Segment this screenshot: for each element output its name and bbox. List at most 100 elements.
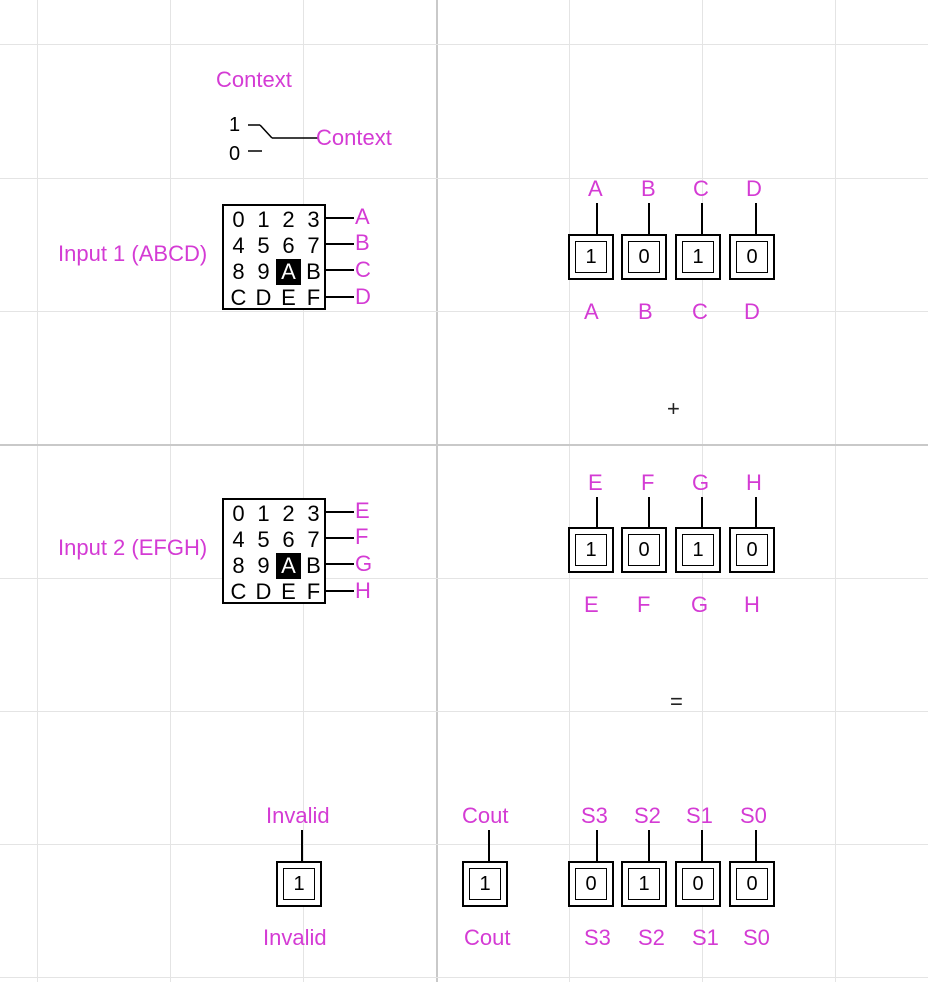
keypad-key[interactable]: 0 <box>232 207 245 232</box>
keypad-key[interactable]: 5 <box>257 233 270 258</box>
keypad-key[interactable]: 1 <box>257 207 270 232</box>
bit-display-a: 1 <box>568 234 614 280</box>
probe-label-top: E <box>588 470 603 495</box>
keypad-1-out-b: B <box>355 230 370 255</box>
bit-value: 0 <box>736 241 768 273</box>
keypad-key[interactable]: D <box>255 285 272 310</box>
bit-display-s3: 0 <box>568 861 614 907</box>
keypad-key[interactable]: C <box>230 579 247 604</box>
bit-display-d: 0 <box>729 234 775 280</box>
cout-label-bottom: Cout <box>464 925 511 950</box>
keypad-key[interactable]: A <box>276 553 301 579</box>
context-output-label: Context <box>316 125 392 150</box>
keypad-key[interactable]: 2 <box>282 207 295 232</box>
keypad-key[interactable]: 3 <box>307 501 320 526</box>
keypad-key[interactable]: 7 <box>307 233 320 258</box>
bit-display-s0: 0 <box>729 861 775 907</box>
probe-label-bottom: S2 <box>638 925 665 950</box>
probe-label-top: S2 <box>634 803 661 828</box>
bit-value: 1 <box>628 868 660 900</box>
bit-value: 0 <box>736 534 768 566</box>
probe-label-top: H <box>746 470 762 495</box>
bit-value: 0 <box>575 868 607 900</box>
probe-label-bottom: A <box>584 299 599 324</box>
probe-label-bottom: C <box>692 299 708 324</box>
probe-label-bottom: H <box>744 592 760 617</box>
cout-label-top: Cout <box>462 803 509 828</box>
keypad-2-out-h: H <box>355 578 371 603</box>
keypad-key[interactable]: 4 <box>232 233 245 258</box>
context-title: Context <box>216 67 292 92</box>
keypad-2-out-f: F <box>355 524 369 549</box>
probe-label-top: D <box>746 176 762 201</box>
keypad-key[interactable]: 7 <box>307 527 320 552</box>
bit-value: 1 <box>469 868 501 900</box>
cout-bit-display: 1 <box>462 861 508 907</box>
keypad-key[interactable]: E <box>281 285 296 310</box>
probe-label-top: B <box>641 176 656 201</box>
keypad-key[interactable]: 9 <box>257 553 270 578</box>
input-1-label: Input 1 (ABCD) <box>58 241 208 266</box>
keypad-key[interactable]: 6 <box>282 233 295 258</box>
keypad-key[interactable]: F <box>306 579 321 604</box>
invalid-label-top: Invalid <box>266 803 330 828</box>
bit-display-c: 1 <box>675 234 721 280</box>
bit-value: 0 <box>628 241 660 273</box>
keypad-key[interactable]: A <box>276 259 301 285</box>
keypad-key[interactable]: B <box>306 259 321 284</box>
bit-display-s2: 1 <box>621 861 667 907</box>
probe-label-top: A <box>588 176 603 201</box>
probe-label-bottom: B <box>638 299 653 324</box>
probe-label-bottom: D <box>744 299 760 324</box>
bit-value: 1 <box>283 868 315 900</box>
keypad-key[interactable]: 1 <box>257 501 270 526</box>
keypad-key[interactable]: 9 <box>257 259 270 284</box>
bit-value: 1 <box>682 534 714 566</box>
keypad-key[interactable]: E <box>281 579 296 604</box>
probe-label-bottom: G <box>691 592 709 617</box>
input-2-label: Input 2 (EFGH) <box>58 535 208 560</box>
keypad-key[interactable]: 8 <box>232 259 245 284</box>
bit-value: 0 <box>736 868 768 900</box>
bit-display-s1: 0 <box>675 861 721 907</box>
keypad-2-out-e: E <box>355 498 370 523</box>
probe-label-top: F <box>641 470 655 495</box>
bit-value: 1 <box>575 534 607 566</box>
keypad-key[interactable]: 3 <box>307 207 320 232</box>
keypad-key[interactable]: F <box>306 285 321 310</box>
context-option-0[interactable]: 0 <box>229 143 241 165</box>
probe-label-top: S1 <box>686 803 713 828</box>
keypad-1-out-c: C <box>355 257 371 282</box>
bit-display-g: 1 <box>675 527 721 573</box>
bit-display-h: 0 <box>729 527 775 573</box>
keypad-2-out-g: G <box>355 551 373 576</box>
keypad-key[interactable]: D <box>255 579 272 604</box>
probe-label-bottom: S3 <box>584 925 611 950</box>
probe-label-top: S3 <box>581 803 608 828</box>
keypad-key[interactable]: 4 <box>232 527 245 552</box>
keypad-key[interactable]: 8 <box>232 553 245 578</box>
bit-value: 0 <box>682 868 714 900</box>
equals-sign: = <box>670 689 683 714</box>
bit-value: 1 <box>575 241 607 273</box>
keypad-key[interactable]: B <box>306 553 321 578</box>
probe-label-top: S0 <box>740 803 767 828</box>
bit-display-f: 0 <box>621 527 667 573</box>
keypad-key[interactable]: 2 <box>282 501 295 526</box>
keypad-key[interactable]: 0 <box>232 501 245 526</box>
keypad-key[interactable]: C <box>230 285 247 310</box>
bit-value: 1 <box>682 241 714 273</box>
keypad-1-out-d: D <box>355 284 371 309</box>
probe-label-top: G <box>692 470 710 495</box>
switch-lever-icon <box>248 124 318 152</box>
keypad-key[interactable]: 5 <box>257 527 270 552</box>
invalid-label-bottom: Invalid <box>263 925 327 950</box>
keypad-key[interactable]: 6 <box>282 527 295 552</box>
probe-label-bottom: F <box>637 592 651 617</box>
context-option-1[interactable]: 1 <box>229 114 241 136</box>
